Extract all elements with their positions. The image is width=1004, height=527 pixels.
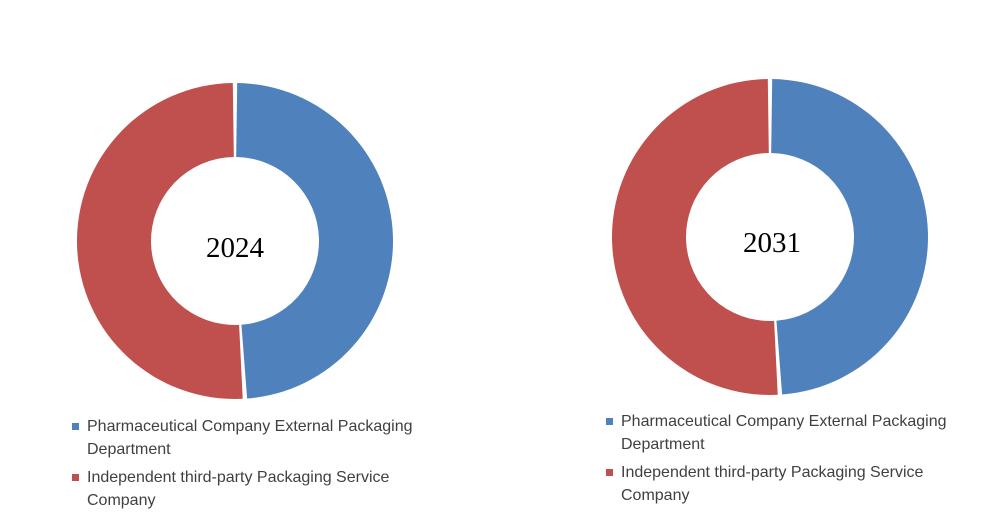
donut-chart-2024: 2024 Pharmaceutical Company External Pac… [72,83,427,517]
legend: Pharmaceutical Company External Packagin… [606,410,961,512]
donut-chart-2031: 2031 Pharmaceutical Company External Pac… [502,0,1004,527]
center-year-label: 2031 [743,227,801,259]
legend-item: Independent third-party Packaging Servic… [606,461,961,507]
legend-swatch [72,423,79,430]
legend-item: Independent third-party Packaging Servic… [72,466,427,512]
legend-swatch [606,469,613,476]
legend-label: Independent third-party Packaging Servic… [87,469,390,509]
legend-label: Independent third-party Packaging Servic… [621,464,924,504]
donut-slice [77,83,243,399]
legend-label: Pharmaceutical Company External Packagin… [87,418,413,458]
donut-svg: 2031 [612,79,929,395]
legend-swatch [606,418,613,425]
legend: Pharmaceutical Company External Packagin… [72,415,427,517]
donut-slice [612,79,778,395]
donut-slice [236,83,393,399]
center-year-label: 2024 [206,232,265,264]
legend-label: Pharmaceutical Company External Packagin… [621,413,947,453]
legend-item: Pharmaceutical Company External Packagin… [72,415,427,461]
legend-swatch [72,474,79,481]
donut-svg: 2024 [77,83,393,399]
donut-slice [771,79,929,395]
legend-item: Pharmaceutical Company External Packagin… [606,410,961,456]
